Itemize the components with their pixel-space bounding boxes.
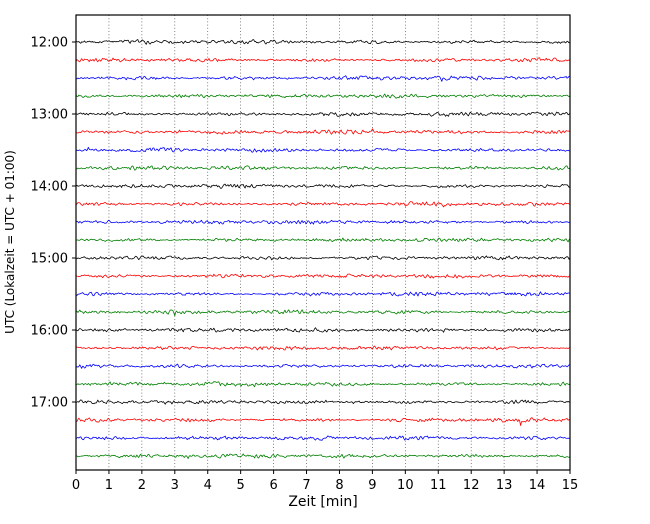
waveform-trace-12:45 — [75, 93, 571, 99]
waveform-trace-15:45 — [75, 309, 571, 317]
waveform-trace-16:45 — [75, 381, 571, 388]
waveform-trace-15:15 — [75, 273, 571, 279]
x-tick-label: 14 — [529, 478, 546, 493]
axes-group: 0 1 2 3 4 5 6 7 8 9 10 11 12 13 14 1512:0013:0014:0015:… — [31, 36, 579, 494]
x-tick-label: 4 — [204, 478, 212, 493]
x-axis-label: Zeit [min] — [288, 494, 357, 510]
x-tick-label: 8 — [335, 478, 343, 493]
plot-border — [75, 14, 571, 471]
y-axis-label: UTC (Lokalzeit = UTC + 01:00) — [3, 150, 17, 334]
gridline-group — [108, 15, 538, 470]
hour-label: 12:00 — [31, 36, 68, 51]
x-tick-label: 13 — [496, 478, 513, 493]
waveform-trace-12:00 — [75, 39, 571, 45]
hour-label: 15:00 — [31, 252, 68, 267]
waveform-trace-17:45 — [75, 453, 571, 459]
waveform-trace-17:30 — [75, 435, 571, 441]
waveform-trace-17:00 — [75, 399, 571, 405]
waveform-trace-17:15 — [75, 417, 571, 426]
waveform-trace-12:30 — [75, 75, 571, 82]
hour-label: 16:00 — [31, 324, 68, 339]
trace-group — [75, 39, 571, 459]
x-tick-label: 5 — [237, 478, 245, 493]
waveform-trace-14:30 — [75, 219, 571, 225]
x-tick-label: 12 — [463, 478, 480, 493]
x-tick-label: 2 — [138, 478, 146, 493]
x-tick-label: 3 — [171, 478, 179, 493]
hour-label: 14:00 — [31, 180, 68, 195]
waveform-trace-16:30 — [75, 363, 571, 369]
waveform-trace-13:30 — [75, 146, 571, 153]
x-tick-label: 10 — [397, 478, 414, 493]
hour-label: 13:00 — [31, 108, 68, 123]
hour-label: 17:00 — [31, 396, 68, 411]
waveform-trace-16:00 — [75, 327, 571, 333]
waveform-trace-13:45 — [75, 165, 571, 171]
x-tick-label: 15 — [562, 478, 579, 493]
x-tick-label: 9 — [368, 478, 376, 493]
x-tick-label: 7 — [302, 478, 310, 493]
x-tick-label: 6 — [269, 478, 277, 493]
x-tick-label: 11 — [430, 478, 447, 493]
waveform-trace-14:00 — [75, 183, 571, 189]
waveform-trace-14:15 — [75, 201, 571, 208]
waveform-trace-16:15 — [75, 345, 571, 351]
x-tick-label: 0 — [72, 478, 80, 493]
waveform-trace-12:15 — [75, 57, 571, 63]
x-tick-label: 1 — [105, 478, 113, 493]
waveform-trace-15:30 — [75, 291, 571, 297]
waveform-trace-14:45 — [75, 237, 571, 243]
waveform-trace-13:15 — [75, 128, 571, 135]
waveform-trace-15:00 — [75, 255, 571, 261]
waveform-trace-13:00 — [75, 111, 571, 117]
